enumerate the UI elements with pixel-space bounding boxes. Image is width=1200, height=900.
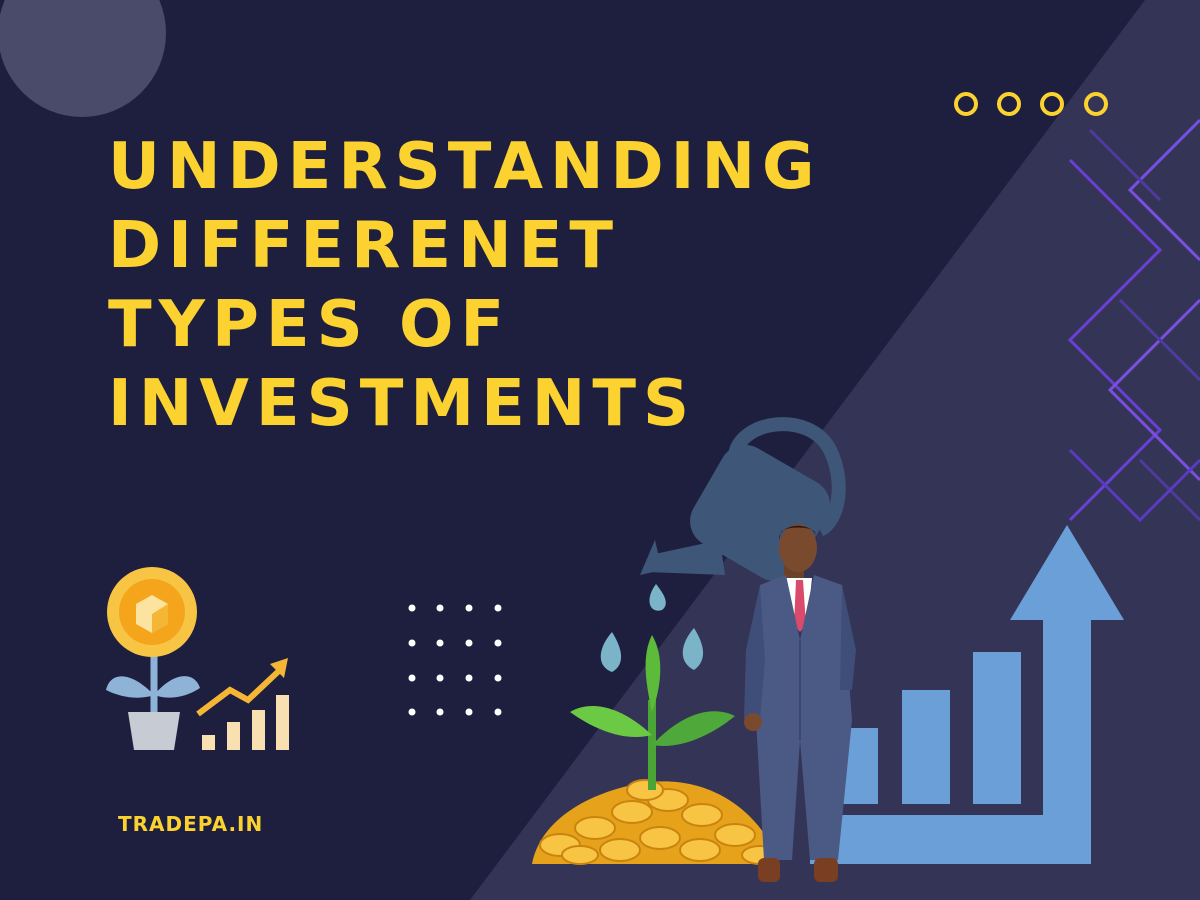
businessman-figure [744, 524, 856, 882]
purple-zigzag-pattern [1067, 118, 1200, 523]
circle-decor-icon [0, 0, 166, 117]
brand-label: TRADEPA.IN [118, 812, 264, 836]
page-title: UNDERSTANDING DIFFERENET TYPES OF INVEST… [108, 128, 822, 444]
dot-grid-icon [408, 604, 502, 716]
title-line-4: INVESTMENTS [108, 367, 697, 441]
sprout-icon [570, 628, 735, 790]
growth-chart-icon [196, 658, 289, 750]
coin-plant-icon [106, 567, 200, 750]
title-line-3: TYPES OF [108, 288, 512, 362]
title-line-1: UNDERSTANDING [108, 130, 822, 204]
coin-pile-icon [532, 779, 780, 865]
title-line-2: DIFFERENET [108, 209, 621, 283]
yellow-rings-icon [954, 92, 1108, 116]
